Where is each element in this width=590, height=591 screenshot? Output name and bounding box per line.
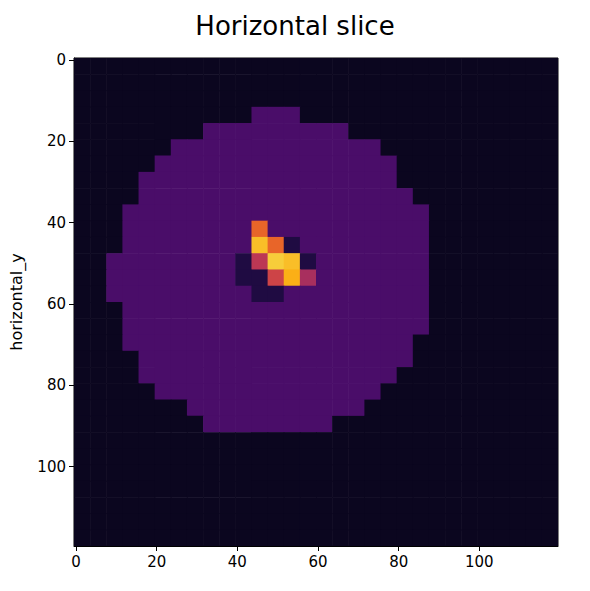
svg-text:60: 60 xyxy=(308,553,327,571)
svg-text:Horizontal slice: Horizontal slice xyxy=(195,11,394,41)
svg-text:40: 40 xyxy=(228,553,247,571)
svg-text:40: 40 xyxy=(47,214,66,232)
svg-text:20: 20 xyxy=(147,553,166,571)
svg-text:100: 100 xyxy=(37,458,66,476)
svg-text:20: 20 xyxy=(47,132,66,150)
svg-text:100: 100 xyxy=(465,553,494,571)
svg-text:80: 80 xyxy=(47,376,66,394)
svg-text:0: 0 xyxy=(71,553,81,571)
svg-text:0: 0 xyxy=(56,51,66,69)
svg-text:60: 60 xyxy=(47,295,66,313)
svg-text:horizontal_y: horizontal_y xyxy=(7,253,27,350)
svg-text:80: 80 xyxy=(389,553,408,571)
